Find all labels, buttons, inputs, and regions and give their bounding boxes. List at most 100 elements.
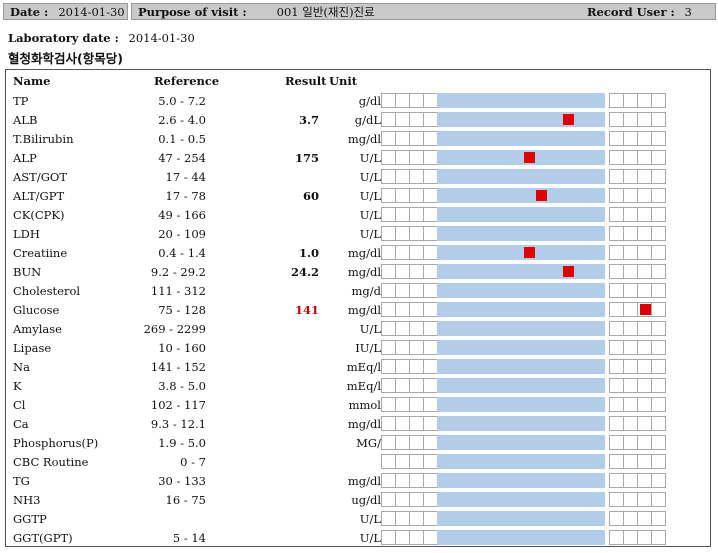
range-cell [423,435,438,450]
normal-range-band [437,131,605,146]
range-cell [623,530,638,545]
purpose-label: Purpose of visit : [138,4,247,19]
range-indicator [381,397,666,412]
normal-range-band [437,492,605,507]
range-cell [637,112,652,127]
table-row: Cl 102 - 117 mmol [6,395,710,414]
test-name: ALT/GPT [13,189,65,203]
range-cell [423,93,438,108]
range-cell [609,397,624,412]
range-cell [609,264,624,279]
unit: mEq/l [346,379,381,393]
range-cell [395,321,410,336]
range-indicator [381,511,666,526]
range-cell [623,302,638,317]
range-cell [423,454,438,469]
test-name: ALB [13,113,38,127]
range-cell [651,435,666,450]
range-cell [395,511,410,526]
normal-range-band [437,169,605,184]
range-cell [381,131,396,146]
range-indicator [381,245,666,260]
range-cell [637,321,652,336]
range-cell [423,283,438,298]
table-row: AST/GOT 17 - 44 U/L [6,167,710,186]
range-cell [423,131,438,146]
record-user-value: 3 [684,5,692,19]
range-indicator [381,302,666,317]
test-name: CK(CPK) [13,208,65,222]
reference-range: 5.0 - 7.2 [158,94,206,108]
range-cell [637,283,652,298]
test-name: NH3 [13,493,41,507]
reference-range: 17 - 78 [165,189,206,203]
unit: MG/ [356,436,381,450]
reference-range: 102 - 117 [150,398,206,412]
test-name: Glucose [13,303,60,317]
range-cell [651,264,666,279]
range-cell [395,378,410,393]
range-cell [423,321,438,336]
range-cell [381,93,396,108]
range-cell [651,93,666,108]
range-cell [651,492,666,507]
range-cell [651,397,666,412]
unit: U/L [359,322,381,336]
table-row: CBC Routine 0 - 7 [6,452,710,471]
normal-range-band [437,188,605,203]
range-cell [651,473,666,488]
unit: g/dL [354,113,381,127]
range-cell [609,321,624,336]
range-cell [609,112,624,127]
range-cell [395,93,410,108]
reference-range: 1.9 - 5.0 [158,436,206,450]
range-cell [651,188,666,203]
range-cell [395,397,410,412]
normal-range-band [437,321,605,336]
test-name: T.Bilirubin [13,132,74,146]
reference-range: 9.3 - 12.1 [150,417,206,431]
range-cell [637,397,652,412]
range-cell [395,226,410,241]
range-cell [637,378,652,393]
range-cell [651,416,666,431]
table-row: GGT(GPT) 5 - 14 U/L [6,528,710,547]
range-cell [381,511,396,526]
range-cell [409,473,424,488]
range-cell [637,454,652,469]
range-cell [623,188,638,203]
unit: g/dl [358,94,381,108]
table-row: CK(CPK) 49 - 166 U/L [6,205,710,224]
range-cell [623,435,638,450]
range-cell [409,226,424,241]
unit: ug/dl [351,493,381,507]
reference-range: 20 - 109 [158,227,206,241]
unit: mg/d [351,284,381,298]
table-row: NH3 16 - 75 ug/dl [6,490,710,509]
range-cell [637,226,652,241]
range-cell [409,169,424,184]
range-cell [637,131,652,146]
range-cell [637,188,652,203]
range-cell [381,169,396,184]
range-indicator [381,226,666,241]
range-cell [395,302,410,317]
range-cell [423,226,438,241]
reference-range: 0.1 - 0.5 [158,132,206,146]
laboratory-date-label: Laboratory date : [8,31,119,45]
normal-range-band [437,93,605,108]
range-cell [651,169,666,184]
unit: IU/L [355,341,381,355]
range-cell [609,226,624,241]
date-label: Date : [10,4,49,19]
range-cell [409,435,424,450]
range-cell [637,150,652,165]
reference-range: 3.8 - 5.0 [158,379,206,393]
range-cell [395,188,410,203]
column-header-unit: Unit [329,74,358,88]
range-cell [637,530,652,545]
range-cell [637,245,652,260]
range-cell [651,511,666,526]
result-marker [524,247,536,258]
range-cell [609,530,624,545]
